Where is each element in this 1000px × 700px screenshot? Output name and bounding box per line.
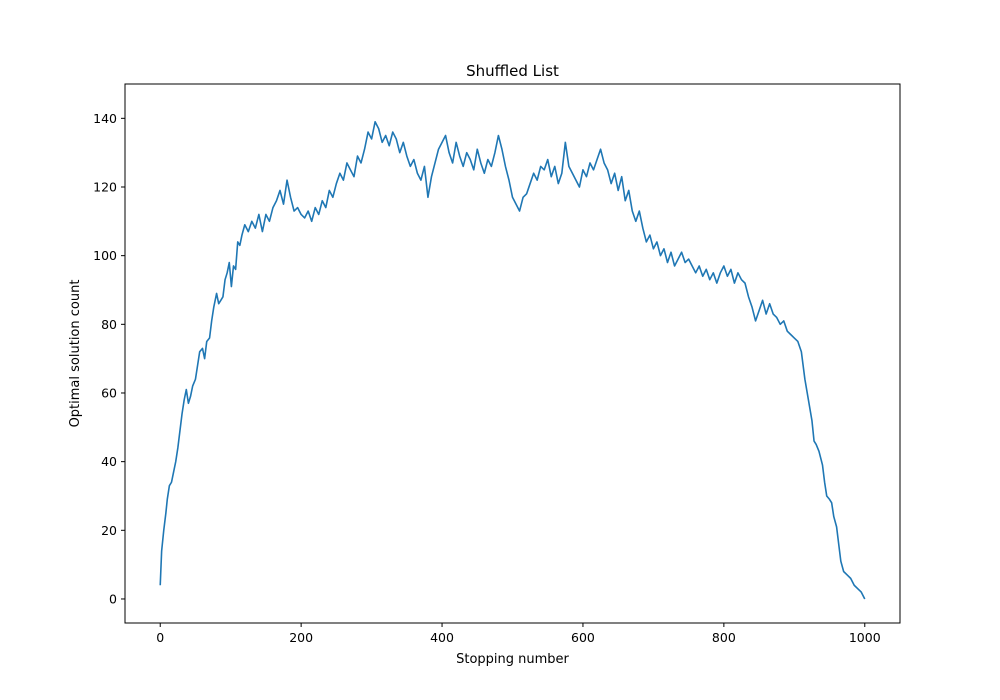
y-tick-label: 20 [101,523,117,538]
x-axis-label: Stopping number [456,652,569,667]
x-axis: 0 200 400 600 800 1000 [156,623,881,645]
x-tick-label: 800 [712,630,736,645]
y-tick-label: 80 [101,317,117,332]
y-tick-label: 40 [101,454,117,469]
y-tick-label: 100 [93,248,117,263]
y-tick-label: 120 [93,179,117,194]
x-tick-label: 0 [156,630,164,645]
x-tick-label: 600 [571,630,595,645]
chart-title: Shuffled List [466,62,559,80]
x-tick-label: 200 [289,630,313,645]
y-tick-label: 60 [101,385,117,400]
series-line-0 [159,120,866,600]
y-axis: 0 20 40 60 80 100 120 140 [93,111,125,606]
axes-frame [124,83,901,624]
y-tick-label: 0 [109,591,117,606]
x-tick-label: 1000 [849,630,881,645]
plot-area [159,120,866,600]
y-tick-label: 140 [93,111,117,126]
y-axis-label: Optimal solution count [68,280,83,428]
x-tick-label: 400 [430,630,454,645]
